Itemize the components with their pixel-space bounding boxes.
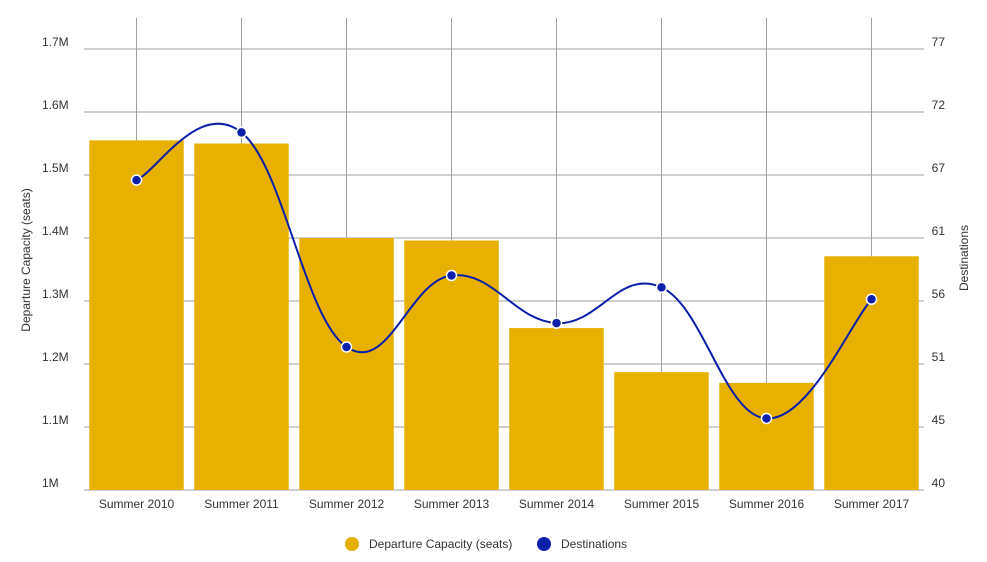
right-tick-label: 77 bbox=[932, 35, 946, 49]
destinations-point[interactable] bbox=[445, 269, 458, 282]
bar[interactable] bbox=[194, 143, 289, 491]
right-tick-label: 40 bbox=[932, 476, 946, 490]
destinations-point[interactable] bbox=[340, 341, 353, 353]
x-tick-label: Summer 2013 bbox=[414, 497, 490, 511]
bar-series bbox=[89, 140, 919, 490]
line-points bbox=[130, 126, 878, 425]
destinations-point[interactable] bbox=[865, 293, 878, 306]
destinations-point[interactable] bbox=[760, 412, 773, 425]
left-tick-label: 1.5M bbox=[42, 161, 69, 175]
legend-label-capacity: Departure Capacity (seats) bbox=[369, 537, 512, 551]
left-tick-label: 1.7M bbox=[42, 35, 69, 49]
right-axis-title: Destinations bbox=[957, 225, 971, 291]
x-tick-label: Summer 2016 bbox=[729, 497, 805, 511]
left-tick-label: 1.4M bbox=[42, 224, 69, 238]
line-series bbox=[136, 122, 873, 420]
bar[interactable] bbox=[614, 372, 709, 490]
legend-label-destinations: Destinations bbox=[561, 537, 627, 551]
x-tick-label: Summer 2011 bbox=[204, 497, 279, 511]
legend-swatch-capacity bbox=[345, 537, 359, 551]
legend-item-capacity[interactable]: Departure Capacity (seats) bbox=[345, 537, 512, 551]
bar[interactable] bbox=[509, 328, 604, 490]
left-tick-label: 1.3M bbox=[42, 287, 69, 301]
right-axis-ticks: 40 45 51 56 61 67 72 77 bbox=[932, 35, 946, 490]
x-tick-label: Summer 2010 bbox=[99, 497, 175, 511]
bar[interactable] bbox=[299, 238, 394, 490]
left-axis-title: Departure Capacity (seats) bbox=[19, 188, 33, 331]
x-tick-label: Summer 2017 bbox=[834, 497, 910, 511]
destinations-line bbox=[136, 122, 873, 420]
x-tick-label: Summer 2012 bbox=[309, 497, 385, 511]
bar[interactable] bbox=[824, 256, 919, 490]
destinations-point[interactable] bbox=[550, 317, 563, 329]
right-tick-label: 51 bbox=[932, 350, 946, 364]
legend-item-destinations[interactable]: Destinations bbox=[537, 537, 627, 551]
left-tick-label: 1.2M bbox=[42, 350, 69, 364]
bar[interactable] bbox=[719, 382, 814, 490]
destinations-point[interactable] bbox=[655, 281, 668, 294]
x-axis-ticks: Summer 2010 Summer 2011 Summer 2012 Summer … bbox=[99, 497, 910, 511]
right-tick-label: 61 bbox=[932, 224, 946, 238]
left-axis-ticks: 1M 1.1M 1.2M 1.3M 1.4M 1.5M 1.6M 1.7M bbox=[42, 35, 69, 490]
destinations-point[interactable] bbox=[130, 174, 143, 186]
legend: Departure Capacity (seats) Destinations bbox=[345, 537, 627, 551]
x-tick-label: Summer 2015 bbox=[624, 497, 700, 511]
left-tick-label: 1.6M bbox=[42, 98, 69, 112]
left-tick-label: 1M bbox=[42, 476, 59, 490]
x-tick-label: Summer 2014 bbox=[519, 497, 595, 511]
legend-swatch-destinations bbox=[537, 537, 551, 551]
left-tick-label: 1.1M bbox=[42, 413, 69, 427]
right-tick-label: 56 bbox=[932, 287, 946, 301]
right-tick-label: 45 bbox=[932, 413, 946, 427]
right-tick-label: 72 bbox=[932, 98, 946, 112]
right-tick-label: 67 bbox=[932, 161, 946, 175]
bar[interactable] bbox=[89, 140, 184, 490]
destinations-point[interactable] bbox=[235, 126, 248, 139]
